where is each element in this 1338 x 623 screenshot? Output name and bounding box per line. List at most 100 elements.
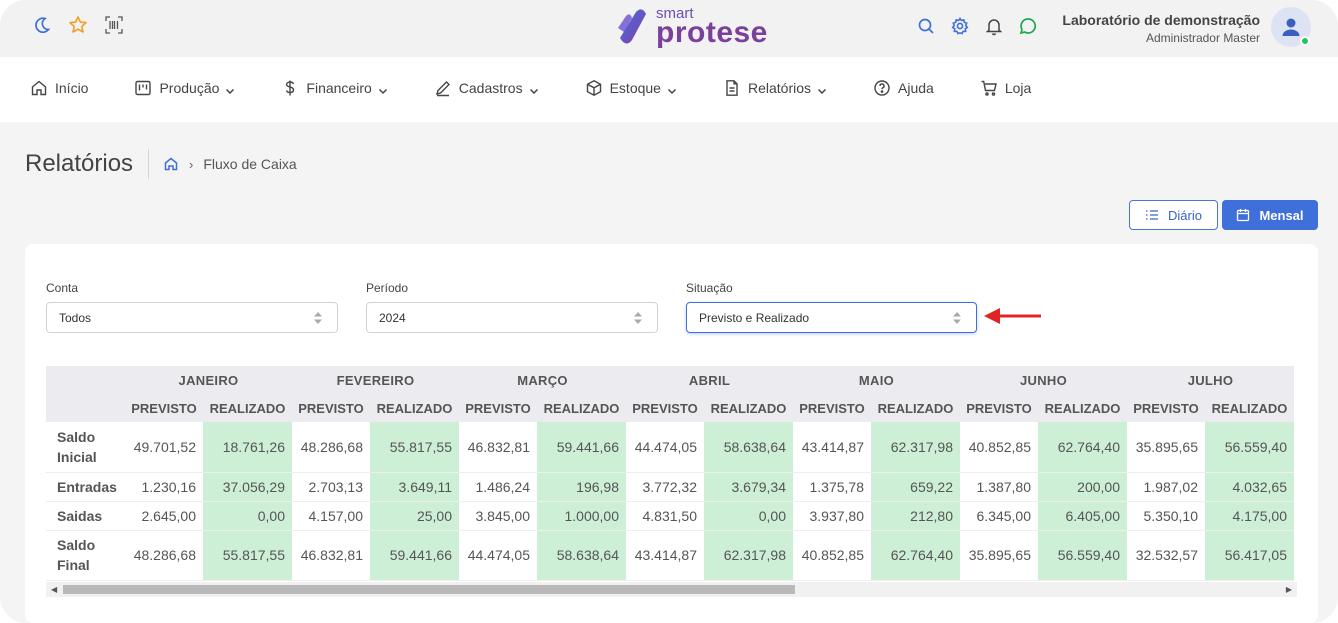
nav-item-ajuda[interactable]: Ajuda (873, 79, 934, 97)
user-role: Administrador Master (1145, 31, 1260, 45)
realizado-cell: 18.761,26 (203, 422, 292, 473)
realizado-cell: 3.679,34 (704, 472, 793, 502)
main-nav: Início Produção Financeiro Cadastros Estoque… (0, 57, 1338, 122)
realizado-cell: 56.417,05 (1205, 530, 1294, 581)
conta-select[interactable]: Todos (46, 302, 338, 333)
realizado-cell: 0,00 (203, 501, 292, 531)
realizado-cell: 37.056,29 (203, 472, 292, 502)
nav-item-estoque[interactable]: Estoque (585, 79, 677, 97)
nav-item-label: Relatórios (747, 80, 811, 96)
view-mensal-button[interactable]: Mensal (1222, 200, 1318, 230)
header-corner (46, 394, 125, 422)
breadcrumb-current: Fluxo de Caixa (203, 156, 297, 172)
chevron-down-icon (817, 83, 827, 95)
realizado-header: REALIZADO (1038, 394, 1127, 422)
sort-arrows-icon (952, 311, 962, 328)
search-icon[interactable] (916, 16, 936, 36)
periodo-select-value: 2024 (379, 310, 406, 325)
previsto-cell: 3.937,80 (793, 501, 871, 531)
page-title: Relatórios (25, 150, 134, 177)
view-diario-label: Diário (1168, 207, 1202, 223)
month-header: MARÇO (459, 366, 626, 394)
cash-flow-table-container[interactable]: JANEIRO FEVEREIRO MARÇO ABRIL MAIO JUNHO JULHO… (46, 366, 1297, 582)
scroll-left-icon[interactable]: ◀ (51, 585, 58, 594)
situacao-select[interactable]: Previsto e Realizado (686, 302, 977, 333)
previsto-cell: 49.701,52 (125, 422, 203, 473)
chevron-down-icon (225, 83, 235, 95)
row-label: Saldo Inicial (46, 422, 125, 473)
realizado-header: REALIZADO (537, 394, 626, 422)
nav-item-label: Início (55, 80, 89, 96)
nav-item-loja[interactable]: Loja (980, 79, 1031, 97)
brand-logo[interactable]: smart protese (614, 6, 768, 48)
box-icon (585, 79, 603, 97)
previsto-cell: 1.486,24 (459, 472, 537, 502)
previsto-cell: 6.345,00 (960, 501, 1038, 531)
scrollbar-thumb[interactable] (63, 585, 795, 594)
breadcrumb: › Fluxo de Caixa (163, 156, 297, 172)
nav-item-financeiro[interactable]: Financeiro (281, 79, 387, 97)
previsto-cell: 2.645,00 (125, 501, 203, 531)
month-header: MAIO (793, 366, 960, 394)
previsto-cell: 40.852,85 (793, 530, 871, 581)
previsto-cell: 48.286,68 (292, 422, 370, 473)
realizado-header: REALIZADO (704, 394, 793, 422)
realizado-cell: 58.638,64 (537, 530, 626, 581)
settings-gear-icon[interactable] (950, 16, 970, 36)
chevron-down-icon (529, 83, 539, 95)
breadcrumb-home-icon[interactable] (163, 156, 179, 172)
realizado-cell: 55.817,55 (203, 530, 292, 581)
realizado-cell: 56.559,40 (1038, 530, 1127, 581)
row-label: Entradas (46, 472, 125, 502)
previsto-cell: 4.831,50 (626, 501, 704, 531)
nav-item-producao[interactable]: Produção (134, 79, 235, 97)
brand-small-text: smart (656, 5, 694, 22)
realizado-cell: 62.764,40 (1038, 422, 1127, 473)
nav-item-relatorios[interactable]: Relatórios (723, 79, 827, 97)
row-label: Saidas (46, 501, 125, 531)
table-row: Entradas 1.230,16 37.056,29 2.703,13 3.649,1… (46, 472, 1294, 502)
chat-message-icon[interactable] (1018, 16, 1038, 36)
barcode-scanner-icon[interactable] (104, 15, 124, 35)
dark-mode-moon-icon[interactable] (32, 15, 52, 35)
home-icon (30, 79, 48, 97)
cash-flow-table: JANEIRO FEVEREIRO MARÇO ABRIL MAIO JUNHO JULHO… (46, 366, 1294, 581)
table-row: Saidas 2.645,00 0,00 4.157,00 25,00 3.845,00 1… (46, 501, 1294, 531)
nav-item-label: Estoque (609, 80, 661, 96)
periodo-label: Período (366, 281, 409, 295)
previsto-cell: 46.832,81 (459, 422, 537, 473)
previsto-cell: 35.895,65 (1127, 422, 1205, 473)
horizontal-scrollbar[interactable]: ◀ ▶ (46, 582, 1297, 597)
periodo-select[interactable]: 2024 (366, 302, 658, 333)
scroll-right-icon[interactable]: ▶ (1285, 585, 1292, 594)
view-diario-button[interactable]: Diário (1129, 200, 1218, 230)
nav-item-inicio[interactable]: Início (30, 79, 88, 97)
notifications-bell-icon[interactable] (984, 16, 1004, 36)
previsto-header: PREVISTO (125, 394, 203, 422)
previsto-cell: 44.474,05 (626, 422, 704, 473)
realizado-cell: 62.764,40 (871, 530, 960, 581)
previsto-header: PREVISTO (292, 394, 370, 422)
previsto-cell: 43.414,87 (793, 422, 871, 473)
month-header: JANEIRO (125, 366, 292, 394)
top-bar: smart protese Laboratório de demonstraçã… (0, 0, 1338, 57)
favorite-star-icon[interactable] (68, 15, 88, 35)
previsto-cell: 1.387,80 (960, 472, 1038, 502)
previsto-cell: 40.852,85 (960, 422, 1038, 473)
calendar-icon (1236, 208, 1250, 222)
header-corner (46, 366, 125, 394)
realizado-cell: 56.559,40 (1205, 422, 1294, 473)
previsto-header: PREVISTO (626, 394, 704, 422)
realizado-cell: 6.405,00 (1038, 501, 1127, 531)
table-row: Saldo Inicial 49.701,52 18.761,26 48.286,68… (46, 422, 1294, 473)
realizado-cell: 4.175,00 (1205, 501, 1294, 531)
nav-item-cadastros[interactable]: Cadastros (434, 79, 539, 97)
previsto-cell: 3.845,00 (459, 501, 537, 531)
realizado-cell: 58.638,64 (704, 422, 793, 473)
online-status-dot (1300, 36, 1310, 46)
cart-icon (980, 79, 998, 97)
month-header: FEVEREIRO (292, 366, 459, 394)
realizado-cell: 196,98 (537, 472, 626, 502)
kanban-icon (134, 79, 152, 97)
